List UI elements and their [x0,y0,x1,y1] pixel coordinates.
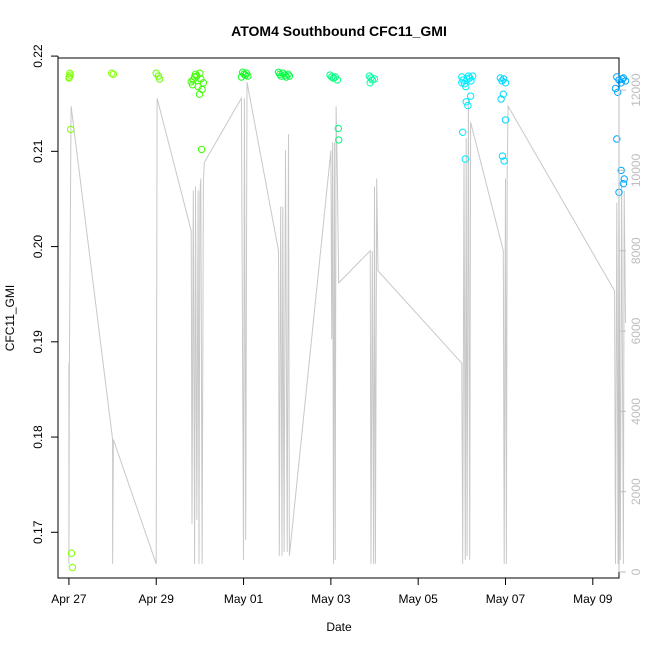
data-point [620,175,628,183]
altitude-line-layer [68,82,626,565]
y2-tick-label: 4000 [629,398,643,425]
y-tick-label: 0.20 [31,235,45,259]
x-tick-label: May 03 [311,592,351,606]
data-point [67,125,75,134]
data-point [281,71,289,79]
chart-title: ATOM4 Southbound CFC11_GMI [231,23,447,39]
data-point [613,135,621,143]
y2-tick-label: 10000 [629,153,643,187]
data-point [500,75,508,83]
y2-tick-label: 6000 [629,317,643,344]
data-point [458,79,466,87]
data-point [367,74,375,82]
data-point [188,81,197,89]
data-point [617,79,625,87]
data-point [333,76,342,84]
data-point [497,95,505,103]
x-tick-label: May 07 [486,592,526,606]
data-point [614,88,622,97]
y-axis: 0.17 0.18 0.19 0.20 0.21 0.22 [31,44,59,544]
data-point [67,549,76,557]
data-point [65,74,73,82]
data-point [370,75,379,83]
data-point [285,72,294,80]
x-tick-label: May 09 [573,592,613,606]
y2-tick-label: 12000 [629,73,643,107]
data-point [108,69,116,77]
x-tick-label: May 05 [398,592,438,606]
data-point [335,136,343,144]
data-point [195,90,204,98]
data-point [274,68,283,77]
y2-tick-label: 2000 [629,478,643,505]
data-point [68,563,77,572]
data-point [197,145,206,154]
y-tick-label: 0.18 [31,425,45,449]
data-point [328,73,336,81]
x-tick-label: May 01 [224,592,264,606]
x-axis: Apr 27 Apr 29 May 01 May 03 May 05 May 07 May … [51,577,613,606]
altitude-line [68,82,626,565]
data-point [461,155,469,163]
x-axis-label: Date [326,620,352,634]
data-point [618,75,626,83]
data-point [469,72,477,80]
data-point [109,70,118,78]
y-tick-label: 0.21 [31,139,45,163]
right-y-axis: 0 2000 4000 6000 8000 10000 12000 [618,73,643,575]
y-tick-label: 0.17 [31,520,45,544]
data-point [199,79,208,87]
data-point [366,79,374,87]
x-tick-label: Apr 27 [51,592,87,606]
data-point [501,79,510,87]
data-point [467,77,475,85]
data-point [459,128,467,137]
y-axis-label: CFC11_GMI [3,285,17,351]
data-point [466,92,475,100]
y2-tick-label: 0 [629,568,643,575]
x-tick-label: Apr 29 [139,592,175,606]
data-point [462,82,470,91]
y-tick-label: 0.22 [31,44,45,68]
data-point [197,75,205,83]
data-point [498,152,507,160]
data-point [329,74,338,82]
data-point [498,77,506,85]
data-point [499,90,507,98]
data-point [500,157,508,165]
data-point [462,98,470,106]
data-point [284,70,292,78]
data-point [611,84,620,93]
data-point [334,124,342,133]
data-point [191,70,200,78]
data-point [276,70,284,78]
data-point [464,101,472,110]
data-point [156,75,164,83]
y-tick-label: 0.19 [31,330,45,354]
y2-tick-label: 8000 [629,237,643,264]
data-point [196,69,204,77]
data-point [501,116,510,124]
data-point [619,180,628,188]
data-point [237,73,246,81]
